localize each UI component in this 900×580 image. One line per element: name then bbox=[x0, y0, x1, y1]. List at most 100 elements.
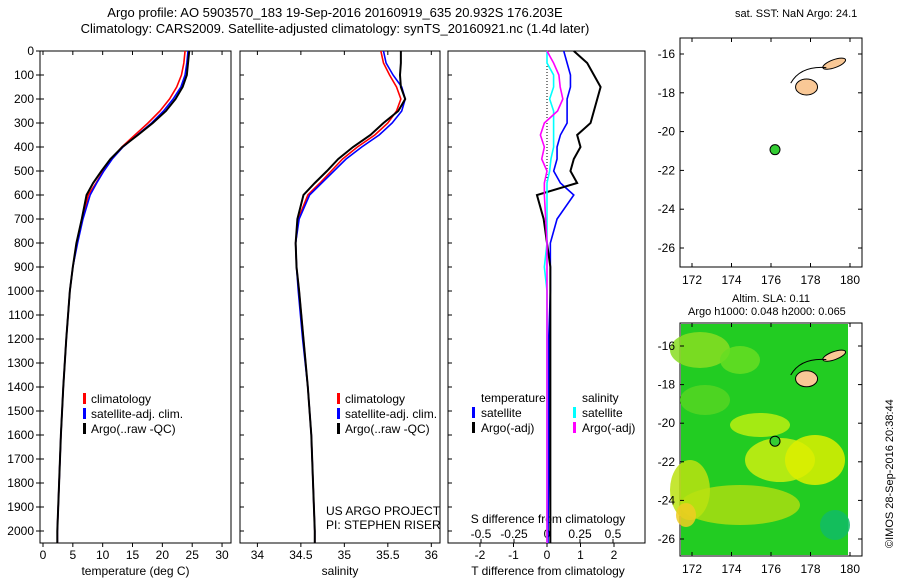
map-x-tick-label: 176 bbox=[761, 562, 781, 576]
map-y-tick-label: -16 bbox=[658, 47, 676, 61]
map-y-tick-label: -22 bbox=[658, 455, 676, 469]
sla-anomaly-patch bbox=[785, 435, 845, 485]
panel-0-frame bbox=[39, 50, 232, 544]
map-x-tick-label: 178 bbox=[800, 273, 820, 287]
float-location-marker bbox=[769, 144, 781, 156]
y-tick-label: 2000 bbox=[7, 524, 34, 538]
x-axis-label: T difference from climatology bbox=[471, 564, 625, 578]
y-tick-label: 1800 bbox=[7, 476, 34, 490]
map-y-tick-label: -20 bbox=[658, 416, 676, 430]
x-tick-label: 2 bbox=[611, 548, 618, 562]
x2-tick-label: -0.25 bbox=[500, 527, 528, 541]
x-tick-label: 1 bbox=[577, 548, 584, 562]
temp-line-Argo(..raw -QC) bbox=[56, 50, 191, 543]
map-y-tick-label: -20 bbox=[658, 125, 676, 139]
y-tick-label: 0 bbox=[27, 44, 34, 58]
sla-anomaly-patch bbox=[670, 332, 730, 368]
map-x-tick-label: 176 bbox=[761, 273, 781, 287]
y-tick-label: 500 bbox=[14, 164, 34, 178]
x2-tick-label: 0.25 bbox=[568, 527, 592, 541]
legend-label: satellite-adj. clim. bbox=[345, 407, 437, 421]
sla-anomaly-patch bbox=[680, 385, 730, 415]
x-tick-label: 34.5 bbox=[289, 548, 313, 562]
x-tick-label: 36 bbox=[425, 548, 439, 562]
map-y-tick-label: -26 bbox=[658, 241, 676, 255]
y-tick-label: 100 bbox=[14, 68, 34, 82]
map-sst-title: sat. SST: NaN Argo: 24.1 bbox=[735, 8, 857, 20]
x-tick-label: 34 bbox=[251, 548, 265, 562]
sla-anomaly-patch bbox=[676, 503, 696, 527]
title-line1: Argo profile: AO 5903570_183 19-Sep-2016… bbox=[107, 5, 563, 20]
y-tick-label: 300 bbox=[14, 116, 34, 130]
map-y-tick-label: -22 bbox=[658, 163, 676, 177]
y-tick-label: 1900 bbox=[7, 500, 34, 514]
project-annotation: PI: STEPHEN RISER bbox=[326, 518, 441, 532]
x-tick-label: 20 bbox=[156, 548, 170, 562]
y-tick-label: 1100 bbox=[8, 308, 34, 322]
project-annotation: US ARGO PROJECT bbox=[326, 504, 441, 518]
map-x-tick-label: 178 bbox=[800, 562, 820, 576]
y-tick-label: 1400 bbox=[7, 380, 34, 394]
legend-swatch bbox=[83, 423, 86, 434]
float-location-marker bbox=[769, 435, 781, 447]
legend-label: Argo(..raw -QC) bbox=[345, 422, 430, 436]
legend-title: salinity bbox=[582, 391, 619, 405]
x-tick-label: 0 bbox=[40, 548, 47, 562]
map-y-tick-label: -16 bbox=[658, 339, 676, 353]
x-tick-label: 5 bbox=[69, 548, 76, 562]
map-x-tick-label: 180 bbox=[840, 562, 860, 576]
x-tick-label: -1 bbox=[508, 548, 519, 562]
y-tick-label: 1200 bbox=[7, 332, 34, 346]
legend-label: climatology bbox=[91, 392, 151, 406]
y-tick-label: 200 bbox=[14, 92, 34, 106]
x-tick-label: 25 bbox=[186, 548, 200, 562]
legend-label: satellite bbox=[481, 406, 522, 420]
legend-label: Argo(-adj) bbox=[582, 421, 635, 435]
island-viti-levu bbox=[795, 370, 819, 388]
x2-tick-label: -0.5 bbox=[471, 527, 492, 541]
legend-label: Argo(..raw -QC) bbox=[91, 422, 176, 436]
credit: ©IMOS 28-Sep-2016 20:38:44 bbox=[884, 399, 896, 548]
y-tick-label: 800 bbox=[14, 236, 34, 250]
legend-label: satellite bbox=[582, 406, 623, 420]
map-x-tick-label: 180 bbox=[840, 273, 860, 287]
title-line2: Climatology: CARS2009. Satellite-adjuste… bbox=[81, 21, 590, 36]
legend-swatch bbox=[472, 422, 475, 433]
map-y-tick-label: -24 bbox=[658, 202, 676, 216]
y-tick-label: 1500 bbox=[7, 404, 34, 418]
x-axis-label: salinity bbox=[322, 564, 359, 578]
map-y-tick-label: -18 bbox=[658, 86, 676, 100]
diff-line-S-Argo-adj- bbox=[539, 50, 564, 543]
x-tick-label: 35 bbox=[338, 548, 352, 562]
y-tick-label: 1000 bbox=[7, 284, 34, 298]
legend-swatch bbox=[337, 423, 340, 434]
y-tick-label: 1300 bbox=[7, 356, 34, 370]
legend-label: climatology bbox=[345, 392, 405, 406]
map-y-tick-label: -18 bbox=[658, 378, 676, 392]
x-tick-label: -2 bbox=[475, 548, 486, 562]
legend-swatch bbox=[83, 393, 86, 404]
legend-swatch bbox=[573, 407, 576, 418]
map-x-tick-label: 174 bbox=[721, 273, 741, 287]
y-tick-label: 1600 bbox=[7, 428, 34, 442]
map-sla-title2: Argo h1000: 0.048 h2000: 0.065 bbox=[688, 306, 846, 318]
y-tick-label: 900 bbox=[14, 260, 34, 274]
legend-label: satellite-adj. clim. bbox=[91, 407, 183, 421]
map-x-tick-label: 174 bbox=[721, 562, 741, 576]
x2-tick-label: 0.5 bbox=[605, 527, 622, 541]
x-tick-label: 0 bbox=[544, 548, 551, 562]
x-tick-label: 10 bbox=[96, 548, 110, 562]
legend-swatch bbox=[573, 422, 576, 433]
island-viti-levu bbox=[795, 78, 819, 96]
reef-outline bbox=[790, 358, 827, 376]
legend-swatch bbox=[83, 408, 86, 419]
x-tick-label: 35.5 bbox=[376, 548, 400, 562]
map-y-tick-label: -24 bbox=[658, 493, 676, 507]
sla-anomaly-patch bbox=[680, 485, 800, 525]
map-x-tick-label: 172 bbox=[682, 273, 702, 287]
diff-line-T-Argo-adj- bbox=[535, 50, 602, 543]
legend-swatch bbox=[472, 407, 475, 418]
y-tick-label: 600 bbox=[14, 188, 34, 202]
